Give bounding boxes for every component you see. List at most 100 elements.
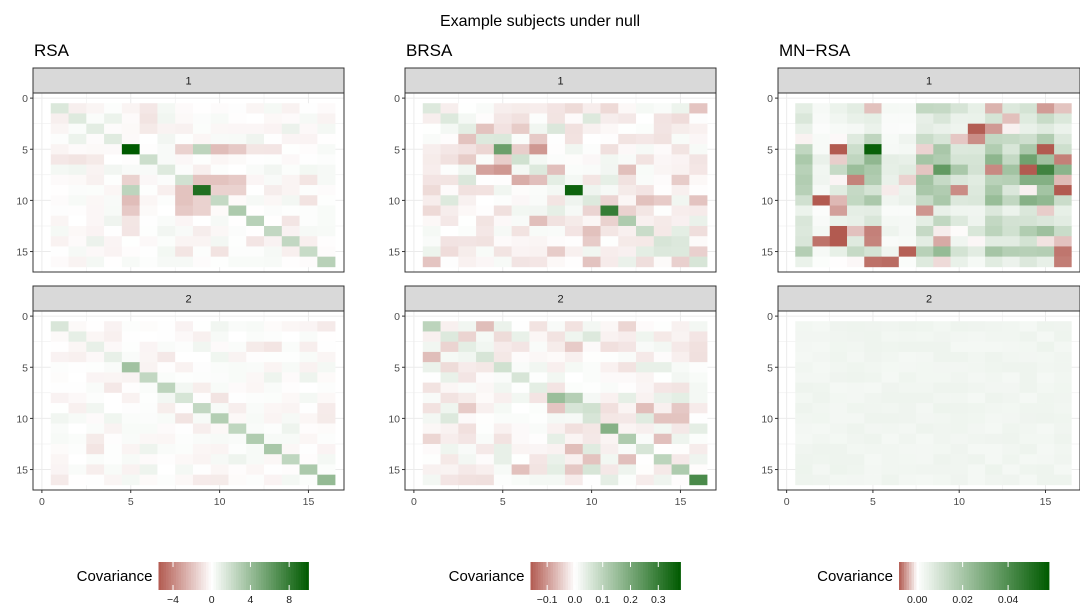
- heatmap-cell: [933, 195, 951, 206]
- heatmap-cell: [511, 331, 530, 342]
- heatmap-cell: [86, 464, 105, 475]
- legend-tick-label: 0: [209, 594, 215, 606]
- heatmap-cell: [104, 341, 123, 353]
- heatmap-cell: [881, 331, 900, 342]
- heatmap-cell: [476, 103, 495, 114]
- heatmap-cell: [636, 423, 655, 435]
- legend-tick-label: 8: [286, 594, 292, 606]
- heatmap-cell: [1036, 195, 1055, 206]
- heatmap-cell: [493, 144, 512, 155]
- legend-swatch: [223, 562, 227, 590]
- legend-swatch: [934, 562, 937, 590]
- heatmap-cell: [1002, 351, 1020, 363]
- heatmap-cell: [847, 205, 865, 217]
- heatmap-cell: [1002, 205, 1020, 217]
- heatmap-cell: [582, 341, 601, 353]
- heatmap-cell: [458, 205, 477, 217]
- heatmap-cell: [121, 423, 140, 435]
- heatmap-cell: [104, 195, 123, 206]
- legend-swatch: [628, 562, 631, 590]
- heatmap-cell: [847, 113, 865, 124]
- heatmap-cell: [86, 215, 105, 227]
- heatmap-cell: [68, 164, 87, 176]
- legend-swatch: [580, 562, 584, 590]
- heatmap-cell: [582, 225, 601, 237]
- heatmap-cell: [228, 144, 247, 155]
- heatmap-cells: [422, 321, 708, 486]
- heatmap-cell: [1002, 215, 1020, 227]
- heatmap-cell: [476, 236, 495, 247]
- heatmap-cell: [493, 443, 512, 455]
- legend-swatch: [924, 562, 927, 590]
- heatmap-cell: [636, 103, 655, 114]
- heatmap-cell: [564, 174, 584, 186]
- heatmap-cell: [50, 443, 69, 455]
- heatmap-cell: [618, 154, 637, 165]
- heatmap-cell: [829, 351, 848, 363]
- legend-swatch: [533, 562, 536, 590]
- heatmap-cell: [547, 321, 566, 332]
- heatmap-cell: [1019, 403, 1038, 414]
- heatmap-cell: [812, 154, 831, 165]
- heatmap-cell: [795, 144, 813, 155]
- heatmap-cell: [246, 331, 265, 342]
- heatmap-cell: [50, 154, 69, 165]
- heatmap-cell: [1054, 423, 1072, 435]
- heatmap-cell: [210, 474, 229, 486]
- legend-swatch: [665, 562, 669, 590]
- heatmap-cell: [299, 113, 318, 124]
- heatmap-cell: [1054, 474, 1072, 486]
- heatmap-cell: [618, 474, 637, 486]
- heatmap-cell: [618, 215, 637, 227]
- heatmap-cell: [547, 454, 566, 465]
- heatmap-cell: [228, 113, 247, 124]
- heatmap-cell: [582, 246, 601, 257]
- heatmap-cell: [228, 362, 247, 373]
- heatmap-cell: [864, 321, 882, 332]
- heatmap-cell: [671, 341, 690, 353]
- heatmap-cell: [564, 113, 584, 124]
- heatmap-cell: [950, 423, 969, 435]
- heatmap-cell: [618, 372, 637, 383]
- heatmap-cell: [476, 413, 495, 424]
- heatmap-cell: [157, 144, 176, 155]
- heatmap-cell: [864, 382, 882, 394]
- heatmap-cell: [933, 154, 951, 165]
- heatmap-cell: [636, 185, 655, 196]
- heatmap-cell: [933, 164, 951, 176]
- heatmap-cell: [264, 256, 283, 268]
- heatmap-cell: [864, 423, 882, 435]
- heatmap-cell: [795, 103, 813, 114]
- heatmap-cell: [795, 225, 813, 237]
- legend-swatch: [964, 562, 967, 590]
- heatmap-cell: [812, 454, 831, 465]
- heatmap-cell: [529, 464, 548, 475]
- heatmap-cell: [898, 413, 917, 424]
- heatmap-cell: [157, 433, 176, 445]
- legend-swatch: [1029, 562, 1032, 590]
- heatmap-cell: [689, 443, 708, 455]
- heatmap-cell: [104, 185, 123, 196]
- heatmap-cell: [1002, 362, 1020, 373]
- heatmap-cell: [458, 474, 477, 486]
- heatmap-cell: [476, 215, 495, 227]
- heatmap-cell: [689, 154, 708, 165]
- legend-swatch: [630, 562, 634, 590]
- heatmap-cell: [881, 236, 900, 247]
- heatmap-cell: [812, 256, 831, 268]
- heatmap-cell: [317, 454, 336, 465]
- heatmap-cell: [228, 321, 247, 332]
- heatmap-cell: [246, 164, 265, 176]
- heatmap-cell: [636, 133, 655, 145]
- legend-swatch: [538, 562, 541, 590]
- legend-swatch: [944, 562, 947, 590]
- heatmap-cell: [246, 113, 265, 124]
- heatmap-cell: [967, 454, 986, 465]
- heatmap-cell: [210, 174, 229, 186]
- heatmap-cell: [689, 103, 708, 114]
- legend-swatch: [248, 562, 252, 590]
- heatmap-cell: [985, 454, 1003, 465]
- heatmap-cell: [653, 372, 672, 383]
- heatmap-cell: [104, 474, 123, 486]
- heatmap-cell: [933, 236, 951, 247]
